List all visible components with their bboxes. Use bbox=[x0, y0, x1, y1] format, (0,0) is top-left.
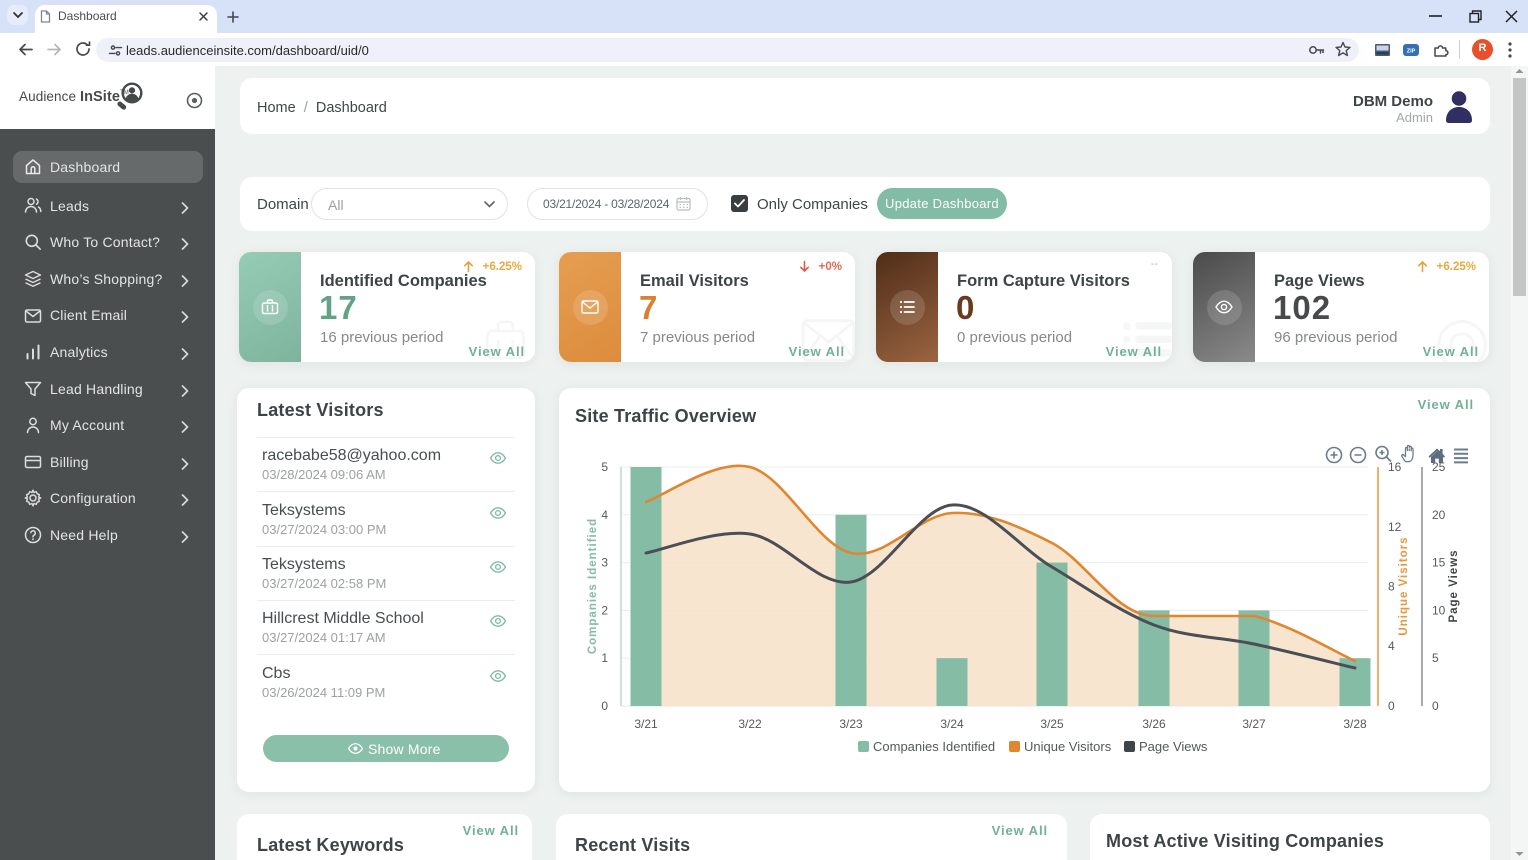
svg-text:ZIP: ZIP bbox=[1407, 49, 1416, 55]
svg-text:12: 12 bbox=[1388, 520, 1402, 534]
svg-text:8: 8 bbox=[1388, 580, 1395, 594]
svg-text:Companies Identified: Companies Identified bbox=[873, 739, 995, 754]
svg-text:3/23: 3/23 bbox=[839, 717, 863, 731]
svg-text:Page Views: Page Views bbox=[1448, 549, 1460, 622]
svg-text:20: 20 bbox=[1432, 508, 1446, 522]
svg-text:10: 10 bbox=[1432, 603, 1446, 617]
svg-text:3/28: 3/28 bbox=[1343, 717, 1367, 731]
svg-text:3/26: 3/26 bbox=[1142, 717, 1166, 731]
svg-text:Companies Identified: Companies Identified bbox=[587, 518, 599, 654]
svg-text:0: 0 bbox=[1388, 699, 1395, 713]
svg-text:3: 3 bbox=[601, 556, 608, 570]
svg-text:3/25: 3/25 bbox=[1040, 717, 1064, 731]
svg-text:1: 1 bbox=[601, 651, 608, 665]
svg-text:4: 4 bbox=[1388, 639, 1395, 653]
svg-text:Unique Visitors: Unique Visitors bbox=[1024, 739, 1112, 754]
svg-text:25: 25 bbox=[1432, 460, 1446, 474]
svg-text:3/22: 3/22 bbox=[738, 717, 762, 731]
svg-text:16: 16 bbox=[1388, 460, 1402, 474]
svg-text:Unique Visitors: Unique Visitors bbox=[1398, 536, 1410, 635]
svg-text:0: 0 bbox=[1432, 699, 1439, 713]
svg-text:Page Views: Page Views bbox=[1139, 739, 1208, 754]
svg-text:3/21: 3/21 bbox=[634, 717, 658, 731]
svg-text:0: 0 bbox=[601, 699, 608, 713]
svg-text:3/27: 3/27 bbox=[1242, 717, 1266, 731]
svg-text:4: 4 bbox=[601, 508, 608, 522]
svg-text:2: 2 bbox=[601, 603, 608, 617]
svg-text:15: 15 bbox=[1432, 556, 1446, 570]
svg-text:3/24: 3/24 bbox=[940, 717, 964, 731]
svg-text:5: 5 bbox=[601, 460, 608, 474]
svg-text:5: 5 bbox=[1432, 651, 1439, 665]
